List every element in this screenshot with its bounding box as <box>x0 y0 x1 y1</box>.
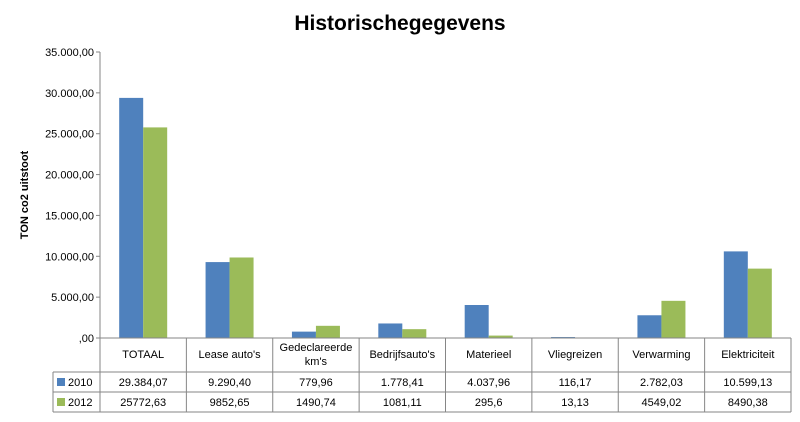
data-label: 8490,38 <box>728 397 768 409</box>
data-label: 25772,63 <box>120 397 166 409</box>
y-tick-label: 35.000,00 <box>45 47 94 59</box>
bar <box>378 323 403 338</box>
bar <box>747 268 772 338</box>
x-tick-label: Lease auto's <box>199 349 262 361</box>
chart-title: Historischegegevens <box>294 12 505 35</box>
x-tick-label: Verwarming <box>632 349 690 361</box>
bar <box>205 262 230 338</box>
data-label: 2.782,03 <box>640 377 683 389</box>
bar <box>637 315 662 338</box>
bar <box>119 97 144 338</box>
y-tick-label: 20.000,00 <box>45 170 94 182</box>
plot-area: ,00 5.000,00 10.000,00 15.000,00 20.000,00 25… <box>45 47 772 345</box>
x-tick-label: Vliegreizen <box>548 349 602 361</box>
legend-key <box>57 378 65 386</box>
x-tick-label: Gedeclareerde km's <box>280 342 353 368</box>
data-label: 13,13 <box>561 397 589 409</box>
data-label: 4549,02 <box>642 397 682 409</box>
data-label: 9.290,40 <box>208 377 251 389</box>
data-label: 1081,11 <box>383 397 422 409</box>
x-tick-label: Bedrijfsauto's <box>369 349 435 361</box>
bar <box>229 257 254 338</box>
y-tick-label: 25.000,00 <box>45 129 94 141</box>
data-table: TOTAAL Lease auto's Gedeclareerde km's Bedri… <box>52 337 792 413</box>
y-tick-label: 15.000,00 <box>45 210 94 222</box>
bar <box>402 329 427 338</box>
bar <box>315 325 340 338</box>
data-label: 4.037,96 <box>467 377 510 389</box>
bar <box>723 251 748 338</box>
data-label: 116,17 <box>559 377 592 389</box>
y-tick-label: 10.000,00 <box>45 251 94 263</box>
x-tick-label-line: Gedeclareerde <box>280 342 353 354</box>
y-tick-label: 30.000,00 <box>45 88 94 100</box>
y-tick-label: 5.000,00 <box>51 292 94 304</box>
data-label: 10.599,13 <box>723 377 772 389</box>
x-tick-label: Elektriciteit <box>721 349 774 361</box>
data-label: 29.384,07 <box>119 377 168 389</box>
data-label: 1.778,41 <box>381 377 424 389</box>
bar <box>291 331 316 338</box>
x-tick-label-line: km's <box>305 356 328 368</box>
legend-label: 2012 <box>68 397 92 409</box>
data-label: 779,96 <box>299 377 333 389</box>
bar <box>464 305 489 338</box>
bar <box>488 335 513 338</box>
data-label: 1490,74 <box>296 397 336 409</box>
bar <box>143 127 168 339</box>
x-tick-label: Materieel <box>466 349 511 361</box>
legend-label: 2010 <box>68 377 92 389</box>
data-label: 295,6 <box>475 397 503 409</box>
legend-key <box>57 398 65 406</box>
y-axis-label: TON co2 uitstoot <box>19 150 31 239</box>
x-tick-label: TOTAAL <box>122 349 164 361</box>
y-tick-label: ,00 <box>79 333 94 345</box>
data-label: 9852,65 <box>210 397 250 409</box>
bar <box>661 300 686 338</box>
